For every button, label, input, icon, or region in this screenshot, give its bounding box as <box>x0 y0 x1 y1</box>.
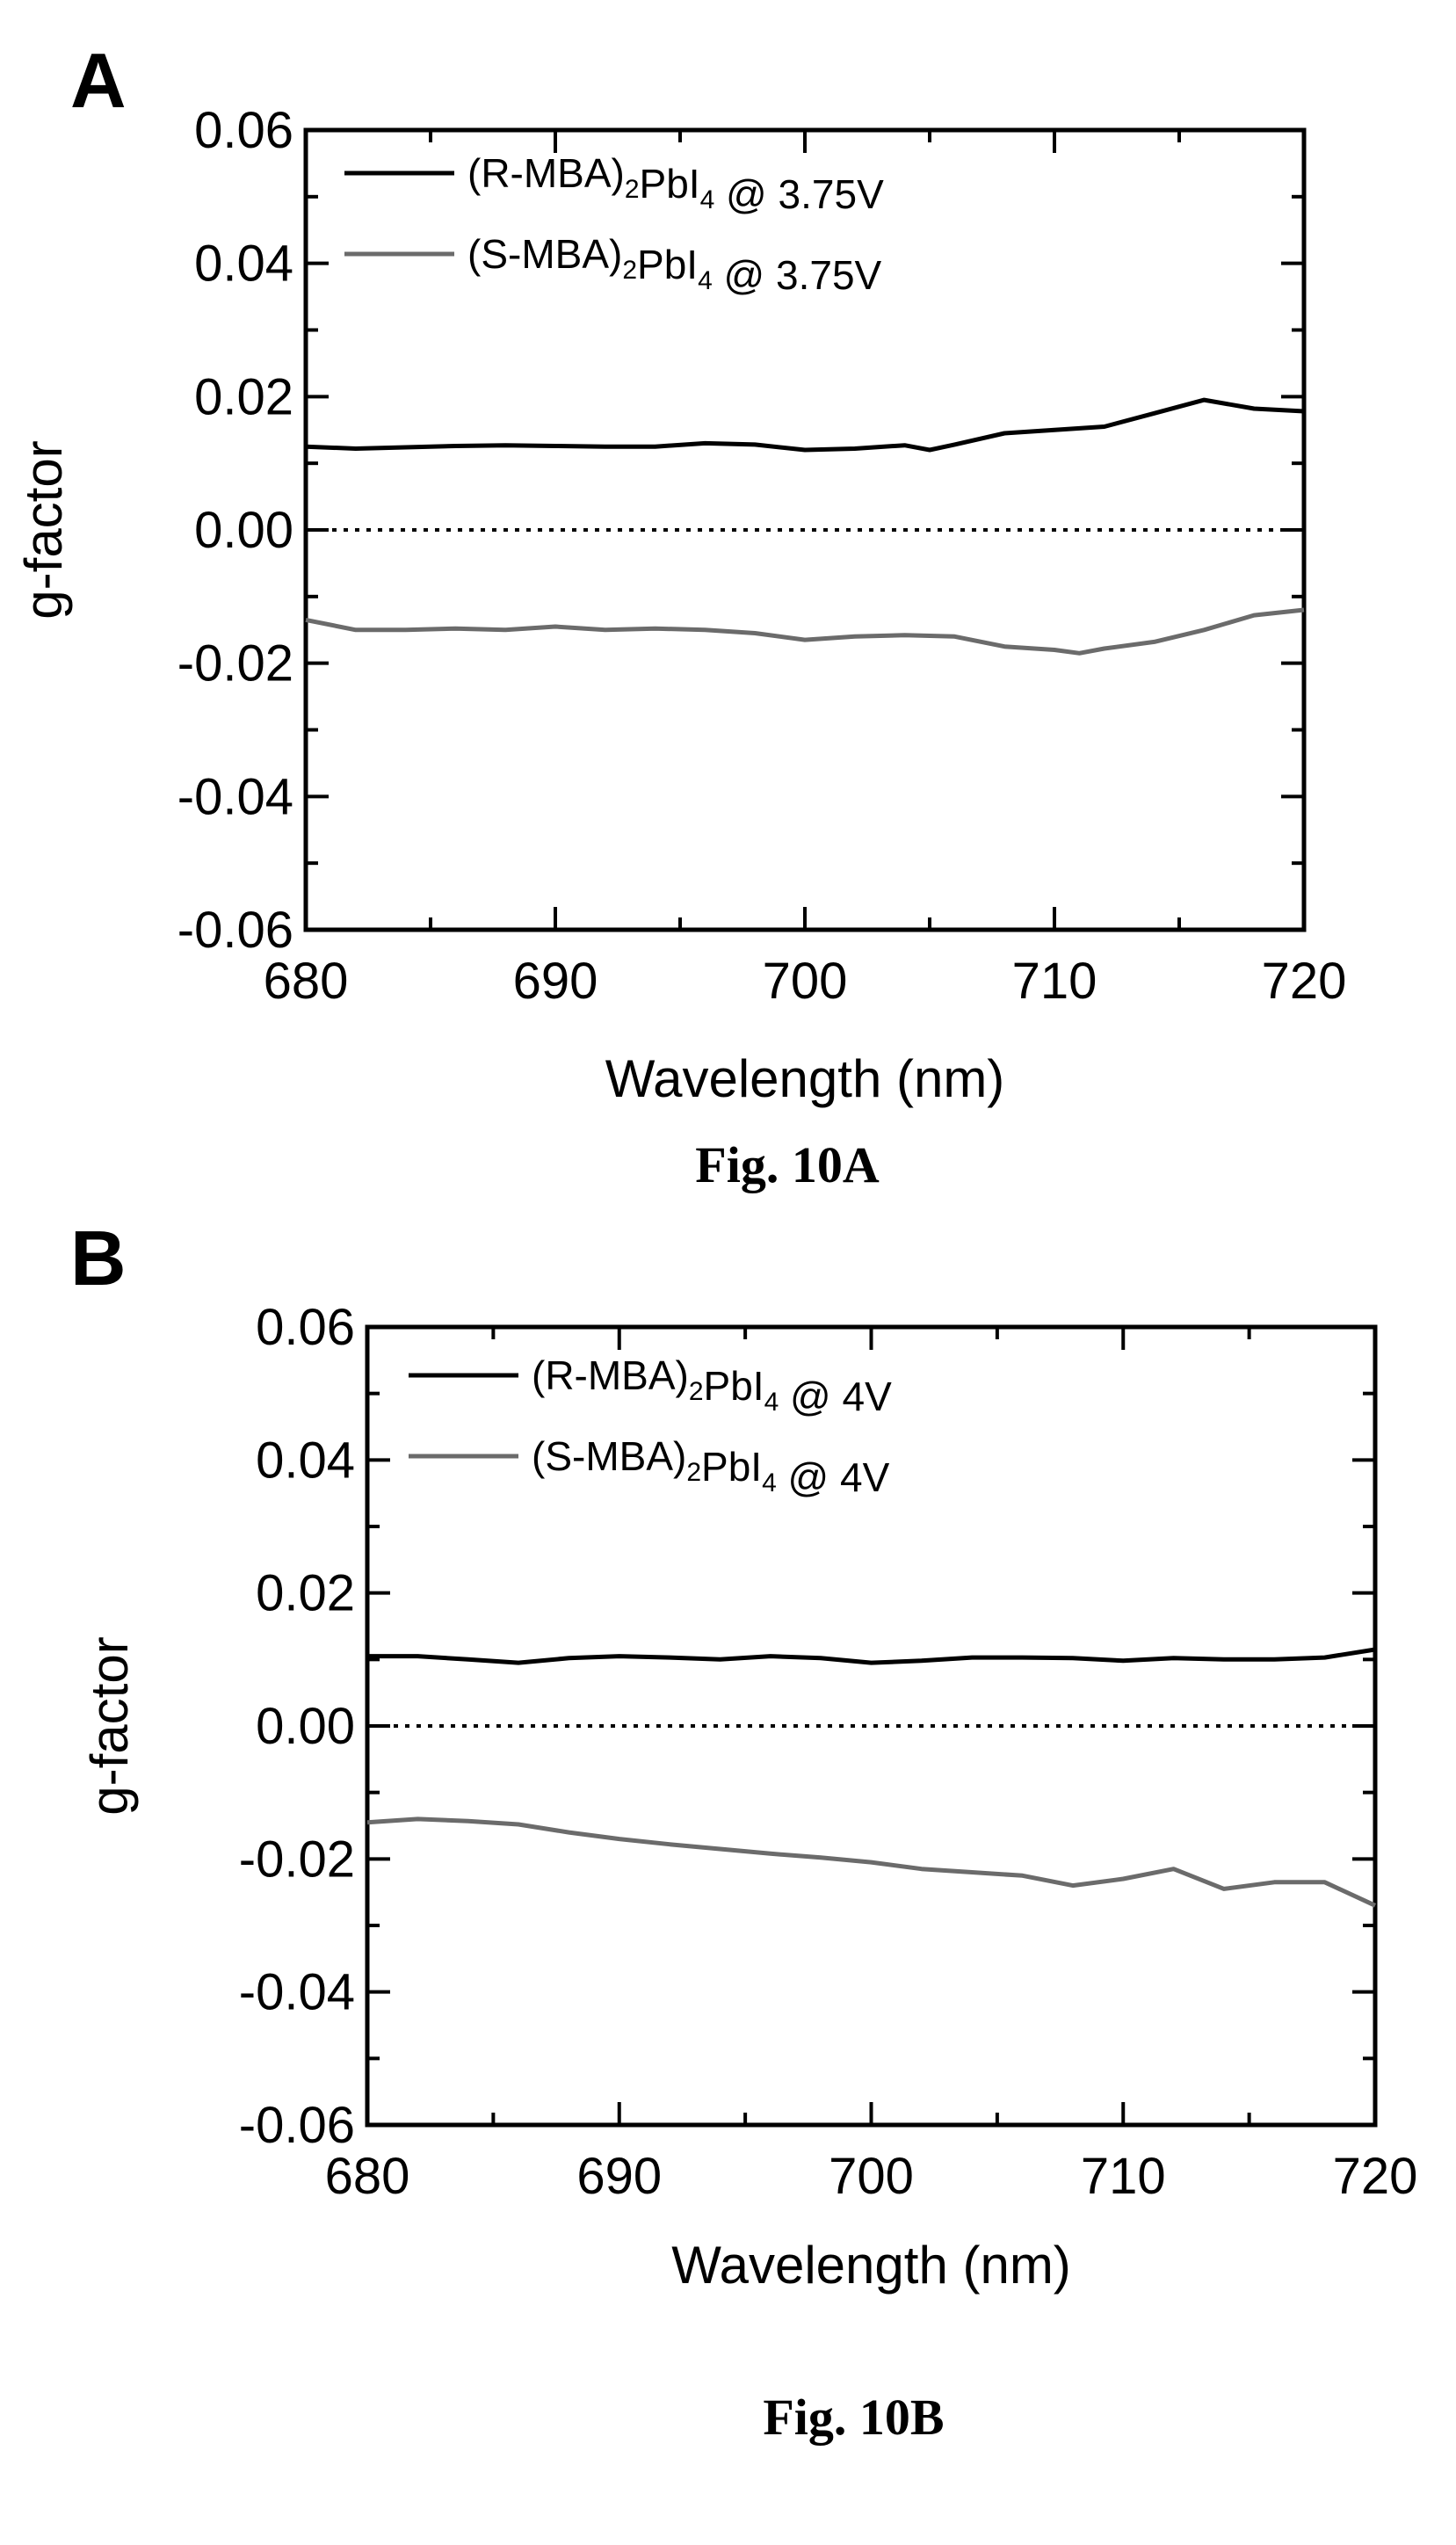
x-axis-title: Wavelength (nm) <box>671 2236 1071 2295</box>
x-tick-label: 700 <box>763 953 848 1010</box>
legend-subscript: 2 <box>689 1377 704 1406</box>
plot-frame <box>365 1324 1378 2128</box>
series-line-1 <box>305 397 1305 453</box>
legend-subscript: 2 <box>622 256 637 285</box>
y-tick-label: -0.02 <box>177 635 293 692</box>
y-tick-label: -0.04 <box>239 1964 355 2021</box>
legend-label-1: (R-MBA)2PbI4 @ 4V <box>532 1352 892 1419</box>
legend-subscript: 2 <box>686 1458 701 1487</box>
legend-text-part: @ 4V <box>779 1374 892 1419</box>
x-tick-label: 690 <box>576 2148 662 2205</box>
legend-text-part: PbI <box>704 1363 764 1409</box>
legend-subscript: 2 <box>625 175 640 204</box>
legend-subscript: 4 <box>764 1388 779 1417</box>
y-tick-label: 0.06 <box>194 102 293 159</box>
y-tick-label: -0.06 <box>239 2097 355 2154</box>
y-tick-label: 0.00 <box>256 1698 355 1755</box>
y-tick-label: -0.04 <box>177 768 293 825</box>
y-axis-title: g-factor <box>80 1636 139 1815</box>
x-tick-label: 680 <box>264 953 349 1010</box>
series-line-2 <box>305 607 1305 656</box>
legend-label-2: (S-MBA)2PbI4 @ 4V <box>532 1433 890 1500</box>
x-tick-label: 710 <box>1081 2148 1166 2205</box>
y-tick-label: 0.00 <box>194 502 293 559</box>
x-tick-label: 700 <box>829 2148 914 2205</box>
legend-text-part: PbI <box>637 242 698 287</box>
legend-text-part: @ 3.75V <box>713 252 882 298</box>
x-tick-label: 720 <box>1262 953 1347 1010</box>
legend-label-2: (S-MBA)2PbI4 @ 3.75V <box>467 231 882 298</box>
legend-subscript: 4 <box>762 1468 777 1497</box>
legend-subscript: 4 <box>700 185 715 214</box>
y-tick-label: 0.02 <box>256 1565 355 1622</box>
legend-text-part: (S-MBA) <box>467 231 622 277</box>
y-tick-label: 0.04 <box>194 236 293 293</box>
legend-text-part: (R-MBA) <box>467 150 625 196</box>
x-axis-title: Wavelength (nm) <box>605 1049 1005 1108</box>
x-tick-label: 690 <box>513 953 598 1010</box>
legend-text-part: @ 4V <box>777 1454 890 1500</box>
series-line-2 <box>366 1816 1377 1908</box>
legend-label-1: (R-MBA)2PbI4 @ 3.75V <box>467 150 884 217</box>
legend-text-part: PbI <box>701 1444 762 1490</box>
legend-text-part: (R-MBA) <box>532 1352 689 1398</box>
series-line-1 <box>367 1647 1376 1665</box>
plot-frame <box>303 127 1307 932</box>
legend-subscript: 4 <box>698 266 713 295</box>
legend-text-part: (S-MBA) <box>532 1433 686 1479</box>
y-tick-label: 0.06 <box>256 1299 355 1356</box>
y-tick-label: -0.02 <box>239 1831 355 1888</box>
x-tick-label: 710 <box>1012 953 1097 1010</box>
legend-text-part: @ 3.75V <box>714 171 884 217</box>
y-tick-label: 0.04 <box>256 1432 355 1489</box>
panel-letter: B <box>70 1214 127 1302</box>
figure-caption: Fig. 10B <box>763 2389 944 2446</box>
figure-caption: Fig. 10A <box>695 1136 880 1193</box>
panel-letter: A <box>70 37 127 124</box>
y-axis-title: g-factor <box>14 440 73 619</box>
x-tick-label: 720 <box>1333 2148 1418 2205</box>
y-tick-label: -0.06 <box>177 902 293 959</box>
y-tick-label: 0.02 <box>194 368 293 425</box>
x-tick-label: 680 <box>325 2148 410 2205</box>
legend-text-part: PbI <box>640 161 700 207</box>
